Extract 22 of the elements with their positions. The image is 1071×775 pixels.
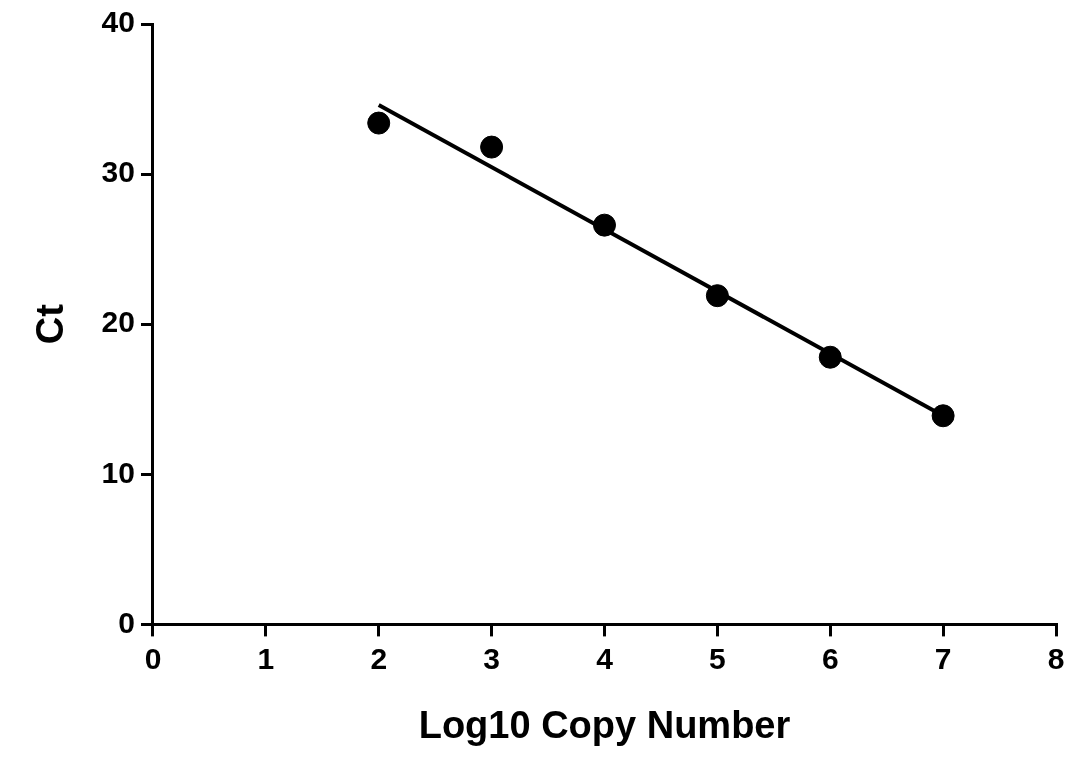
x-tick-label: 2	[370, 641, 388, 675]
point	[931, 404, 955, 428]
x-tick-label: 1	[257, 641, 275, 675]
point	[480, 135, 504, 159]
y-tick-label: 30	[101, 155, 135, 189]
point	[592, 213, 616, 237]
x-tick-label: 6	[821, 641, 839, 675]
x-tick-label: 4	[596, 641, 614, 675]
point	[705, 284, 729, 308]
point	[818, 345, 842, 369]
x-axis-title: Log10 Copy Number	[418, 703, 791, 746]
y-tick-label: 20	[101, 305, 135, 339]
x-tick-label: 0	[144, 641, 162, 675]
x-tick-label: 3	[483, 641, 500, 675]
point	[367, 111, 391, 135]
x-tick-label: 7	[934, 641, 952, 675]
y-tick-label: 10	[101, 455, 135, 489]
x-tick-label: 5	[709, 641, 726, 675]
x-tick-label: 8	[1047, 641, 1065, 675]
y-tick-label: 40	[101, 5, 135, 39]
y-tick-label: 0	[118, 605, 135, 639]
y-axis-title: Ct	[29, 303, 72, 345]
